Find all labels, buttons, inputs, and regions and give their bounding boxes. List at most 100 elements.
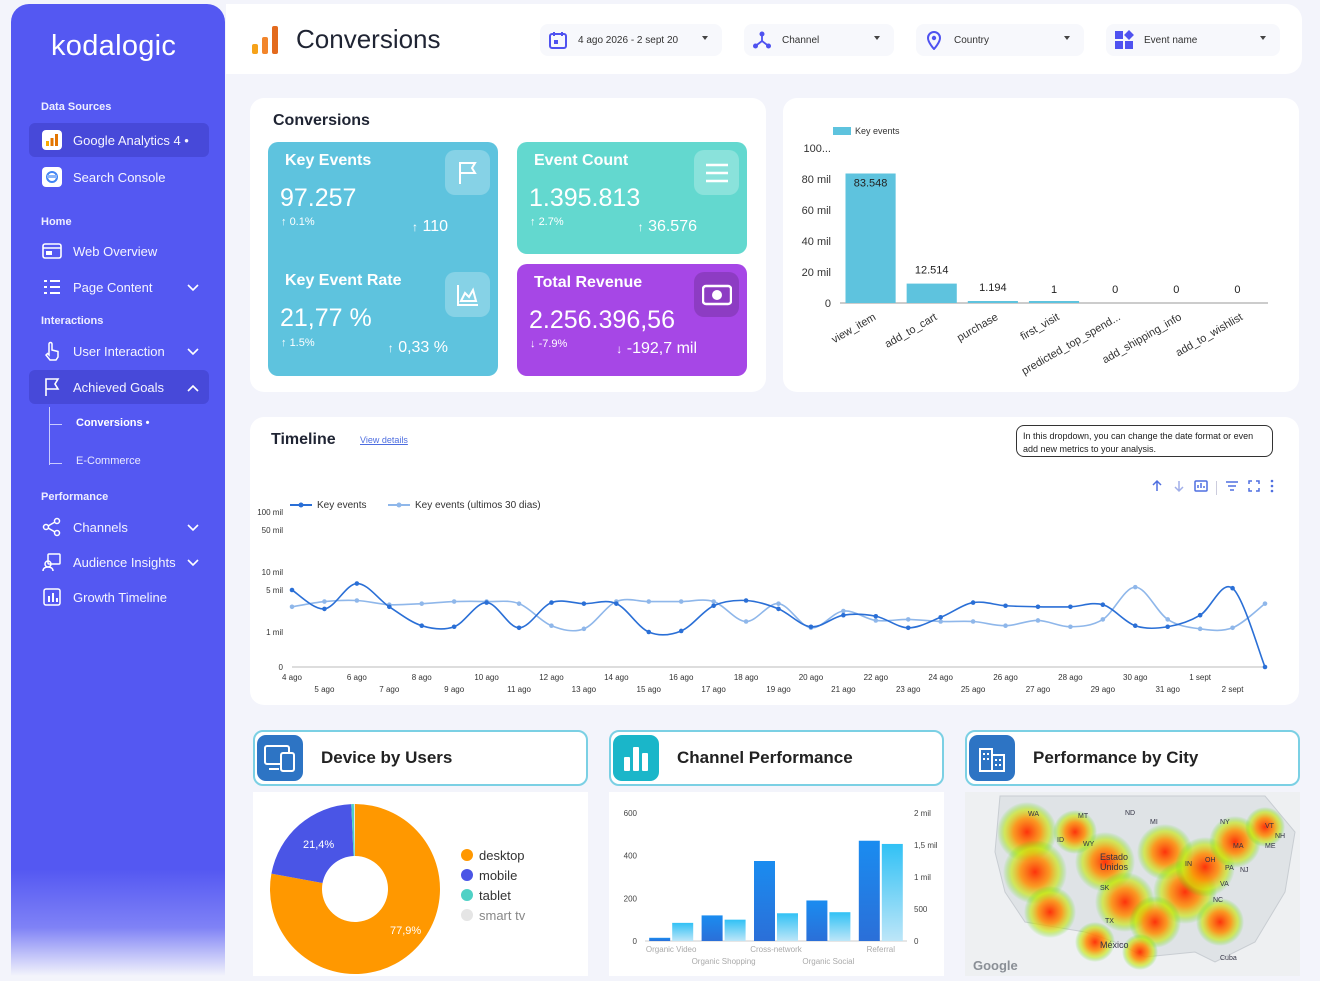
event-name-filter[interactable]: Event name [1106,24,1280,56]
sidebar-subitem-ecommerce[interactable]: E-Commerce [76,455,141,467]
data-point[interactable] [841,612,846,618]
data-point[interactable] [451,599,457,604]
data-point[interactable] [419,623,425,628]
data-point[interactable] [354,598,360,603]
data-point[interactable] [711,599,716,604]
date-range-filter[interactable]: 4 ago 2026 - 2 sept 20 [540,24,722,56]
data-point[interactable] [808,624,814,630]
view-details-link[interactable]: View details [360,435,408,445]
data-point[interactable] [1035,604,1041,610]
data-point[interactable] [1165,624,1170,630]
data-point[interactable] [1132,584,1138,590]
bar[interactable] [881,843,903,941]
data-point[interactable] [354,581,360,586]
data-point[interactable] [484,600,489,605]
data-point[interactable] [905,625,911,631]
data-point[interactable] [1132,623,1138,628]
data-point[interactable] [776,606,781,612]
data-point[interactable] [841,608,846,614]
legend-item[interactable]: smart tv [461,905,525,925]
data-point[interactable] [776,601,781,606]
sidebar-item-search-console[interactable]: Search Console [29,160,209,194]
data-point[interactable] [1230,585,1235,591]
data-point[interactable] [322,606,327,612]
data-point[interactable] [1100,602,1106,607]
legend-item[interactable]: desktop [461,845,525,865]
bar[interactable] [1028,301,1080,303]
data-point[interactable] [1100,617,1106,622]
data-point[interactable] [1035,618,1041,623]
filter-icon[interactable] [1225,479,1239,496]
more-vert-icon[interactable] [1269,479,1275,496]
data-point[interactable] [516,625,522,631]
data-point[interactable] [743,619,749,624]
data-point[interactable] [873,613,879,619]
pie-slice[interactable] [353,804,355,857]
sidebar-item-channels[interactable]: Channels [29,510,209,544]
data-point[interactable] [1197,626,1203,632]
data-point[interactable] [905,617,911,622]
data-point[interactable] [743,598,749,603]
fullscreen-icon[interactable] [1247,479,1261,496]
data-point[interactable] [322,599,327,604]
data-point[interactable] [1262,601,1268,606]
bar[interactable] [754,861,775,941]
data-point[interactable] [1165,617,1170,622]
data-point[interactable] [549,600,554,605]
data-point[interactable] [1003,603,1008,609]
chevron-up-icon[interactable] [187,380,199,395]
sidebar-item-google-analytics[interactable]: Google Analytics 4 • [29,123,209,157]
data-point[interactable] [581,601,587,606]
chevron-down-icon[interactable] [187,280,199,295]
data-point[interactable] [614,601,619,606]
bar[interactable] [858,840,880,941]
data-point[interactable] [1230,625,1235,631]
bar[interactable] [777,913,798,941]
legend-item[interactable]: mobile [461,865,525,885]
data-point[interactable] [711,603,716,609]
pie-slice[interactable] [270,804,440,974]
bar[interactable] [906,283,957,303]
city-heatmap[interactable] [965,792,1300,976]
bar[interactable] [845,173,896,303]
data-point[interactable] [938,615,943,620]
sidebar-item-achieved-goals[interactable]: Achieved Goals [29,370,209,404]
data-point[interactable] [678,599,684,604]
data-point[interactable] [1003,623,1008,628]
drill-icon[interactable] [1194,479,1208,496]
sidebar-item-growth-timeline[interactable]: Growth Timeline [29,580,209,614]
bar[interactable] [649,937,671,941]
data-point[interactable] [516,601,522,606]
sidebar-item-user-interaction[interactable]: User Interaction [29,334,209,368]
data-point[interactable] [289,604,295,610]
sort-ascending-icon[interactable] [1150,479,1164,496]
legend-item[interactable]: tablet [461,885,525,905]
sidebar-item-web-overview[interactable]: Web Overview [29,234,209,268]
data-point[interactable] [419,601,425,606]
data-point[interactable] [646,599,652,604]
bar[interactable] [967,301,1018,303]
data-point[interactable] [549,623,554,628]
country-filter[interactable]: Country [916,24,1084,56]
data-point[interactable] [1068,624,1073,630]
bar[interactable] [701,915,723,941]
pie-slice[interactable] [351,804,355,857]
sidebar-item-page-content[interactable]: Page Content [29,270,209,304]
data-point[interactable] [970,619,976,624]
pie-slice[interactable] [271,804,354,884]
data-point[interactable] [581,626,587,632]
bar[interactable] [829,912,851,941]
data-point[interactable] [289,587,295,593]
data-point[interactable] [678,628,684,634]
sidebar-subitem-conversions[interactable]: Conversions • [76,417,150,429]
chevron-down-icon[interactable] [187,555,199,570]
sidebar-item-audience-insights[interactable]: Audience Insights [29,545,209,579]
data-point[interactable] [1068,604,1073,610]
bar[interactable] [724,919,746,941]
data-point[interactable] [646,629,652,635]
chevron-down-icon[interactable] [187,344,199,359]
channel-filter[interactable]: Channel [744,24,894,56]
data-point[interactable] [451,624,457,630]
bar[interactable] [806,900,828,941]
data-point[interactable] [1197,612,1203,618]
